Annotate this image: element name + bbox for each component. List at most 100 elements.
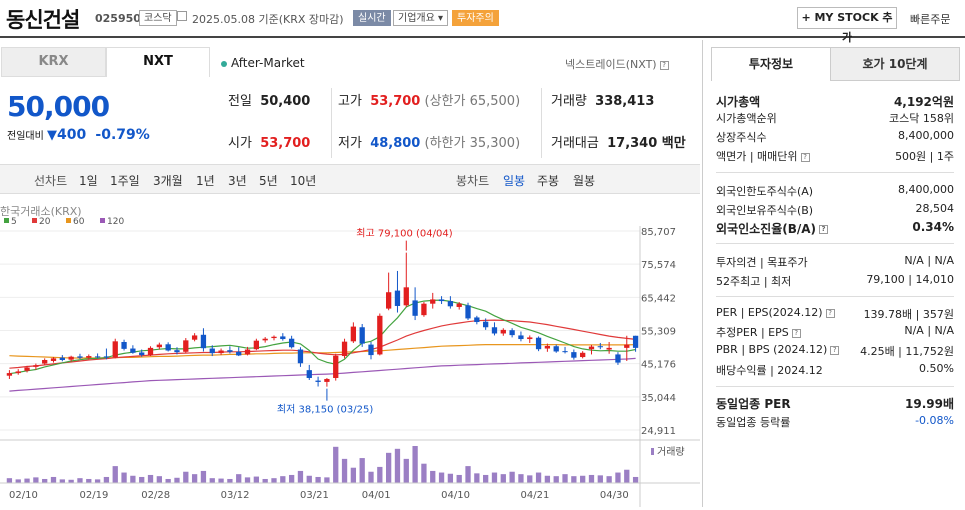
x-tick-label: 04/01 xyxy=(362,490,391,501)
candle-body xyxy=(580,352,586,358)
candle-body xyxy=(544,345,551,349)
candle-body xyxy=(597,346,603,348)
period-1d[interactable]: 1일 xyxy=(79,174,98,188)
period-5y[interactable]: 5년 xyxy=(259,174,278,188)
low-value: 48,800 xyxy=(370,136,421,151)
volume-bar xyxy=(341,458,348,483)
current-price: 50,000 xyxy=(7,90,110,123)
nextrade-link[interactable]: 넥스트레이드(NXT)? xyxy=(565,56,669,72)
info-value: 4.25배 | 11,752원 xyxy=(860,345,954,358)
base-date: 2025.05.08 기준(KRX 장마감) xyxy=(192,13,344,26)
candle-body xyxy=(341,341,348,357)
period-monthly[interactable]: 월봉 xyxy=(573,174,596,188)
tab-investment-info[interactable]: 투자정보 xyxy=(711,47,831,81)
candle-body xyxy=(624,344,630,348)
period-1y[interactable]: 1년 xyxy=(196,174,215,188)
company-info-dropdown[interactable]: 기업개요 ▾ xyxy=(393,10,448,26)
volume-bar xyxy=(315,476,321,483)
info-row: PER | EPS(2024.12)? 139.78배 | 357원 xyxy=(716,306,954,324)
info-value: 79,100 | 14,010 xyxy=(866,273,954,286)
prev-label: 전일 xyxy=(228,94,252,109)
tab-nxt[interactable]: NXT xyxy=(106,47,210,77)
volume-bar xyxy=(544,475,551,483)
volume-bar xyxy=(288,474,295,483)
volume-bar xyxy=(24,478,30,483)
candle-body xyxy=(456,303,462,307)
lower-limit: (하한가 35,300) xyxy=(424,136,521,151)
help-icon[interactable]: ? xyxy=(819,225,829,234)
info-value: 코스닥 158위 xyxy=(889,112,954,125)
volume-bar xyxy=(324,477,330,483)
info-value: -0.08% xyxy=(915,414,954,427)
x-tick-label: 02/10 xyxy=(9,490,38,501)
volume-bar xyxy=(59,479,65,483)
help-icon[interactable]: ? xyxy=(830,345,840,355)
price-change: 전일대비 ▼400 -0.79% xyxy=(7,127,150,143)
legend-swatch xyxy=(32,218,37,223)
candle-body xyxy=(377,315,383,355)
volume-bar xyxy=(236,474,242,483)
help-icon[interactable]: ? xyxy=(791,328,801,338)
volume-bar xyxy=(580,475,586,483)
volume-bar xyxy=(174,477,180,483)
realtime-badge[interactable]: 실시간 xyxy=(353,10,391,26)
x-tick-label: 04/10 xyxy=(441,490,470,501)
info-row: PBR | BPS (2024.12)? 4.25배 | 11,752원 xyxy=(716,343,954,361)
volume-bar xyxy=(6,478,13,483)
volume-bar xyxy=(333,446,339,483)
volume-value: 338,413 xyxy=(595,94,655,109)
volume-bar xyxy=(500,474,506,483)
volume-bar xyxy=(94,479,101,483)
min-annotation: 최저 38,150 (03/25) xyxy=(277,404,373,416)
x-tick-label: 03/21 xyxy=(300,490,329,501)
candle-body xyxy=(333,355,339,378)
volume-bar xyxy=(359,458,365,483)
period-3y[interactable]: 3년 xyxy=(228,174,247,188)
volume-bar xyxy=(280,476,286,483)
help-icon[interactable]: ? xyxy=(659,60,669,70)
volume-legend-swatch xyxy=(651,448,654,455)
candle-body xyxy=(50,358,57,361)
stat-volume: 거래량 338,413 xyxy=(551,90,654,109)
volume-bar xyxy=(483,474,489,483)
info-row: 배당수익률 | 2024.12 0.50% xyxy=(716,362,954,380)
volume-bar xyxy=(527,475,533,483)
candle-body xyxy=(174,350,180,353)
info-label: 외국인보유주식수(B) xyxy=(716,204,814,217)
max-annotation: 최고 79,100 (04/04) xyxy=(356,228,452,240)
info-value: N/A | N/A xyxy=(904,324,954,337)
volume-bar xyxy=(139,476,145,483)
candle-body xyxy=(121,341,127,349)
x-tick-label: 04/30 xyxy=(600,490,629,501)
info-row: 외국인소진율(B/A)? 0.34% xyxy=(716,220,954,238)
high-value: 53,700 xyxy=(370,94,421,109)
quick-order-link[interactable]: 빠른주문 xyxy=(910,13,951,26)
period-daily[interactable]: 일봉 xyxy=(503,174,526,188)
info-value: 4,192억원 xyxy=(893,95,954,109)
help-icon[interactable]: ? xyxy=(825,308,835,318)
info-label: 시가총액순위 xyxy=(716,112,777,125)
volume-bar xyxy=(412,446,418,483)
period-10y[interactable]: 10년 xyxy=(290,174,317,188)
period-weekly[interactable]: 주봉 xyxy=(537,174,560,188)
candle-body xyxy=(518,335,524,340)
row-divider xyxy=(716,243,954,244)
volume-bar xyxy=(491,472,498,483)
y-tick-label: 75,574 xyxy=(641,260,676,271)
help-icon[interactable]: ? xyxy=(800,152,810,162)
candle-body xyxy=(288,338,295,348)
volume-bar xyxy=(33,477,39,483)
candle-body xyxy=(112,341,118,358)
add-my-stock-button[interactable]: + MY STOCK 추가 xyxy=(797,7,897,44)
period-3m[interactable]: 3개월 xyxy=(153,174,183,188)
volume-bar xyxy=(86,478,92,483)
candle-body xyxy=(386,292,392,309)
tab-orderbook[interactable]: 호가 10단계 xyxy=(830,47,960,81)
tab-krx[interactable]: KRX xyxy=(1,47,106,77)
period-1w[interactable]: 1주일 xyxy=(110,174,140,188)
price-chart[interactable]: 85,707 75,574 65,442 55,309 45,176 35,044 24,9… xyxy=(0,196,700,507)
info-row: 액면가 | 매매단위? 500원 | 1주 xyxy=(716,148,954,166)
candle-body xyxy=(236,351,242,356)
candle-body xyxy=(368,344,374,356)
info-label: 배당수익률 | 2024.12 xyxy=(716,364,823,377)
